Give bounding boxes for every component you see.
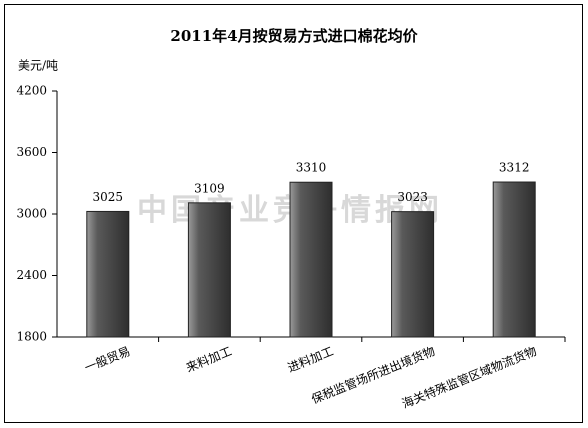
bar (391, 211, 435, 338)
value-label: 3109 (194, 181, 225, 195)
y-tick-label: 3600 (16, 145, 47, 159)
value-label: 3310 (296, 161, 327, 175)
y-axis-label: 美元/吨 (18, 59, 58, 73)
chart-title: 2011年4月按贸易方式进口棉花均价 (170, 27, 418, 45)
y-tick-label: 2400 (16, 268, 47, 282)
watermark: 中国产业竞争情报网 (137, 193, 443, 228)
bar (289, 181, 333, 338)
y-tick-label: 3000 (16, 207, 47, 221)
value-label: 3025 (93, 190, 124, 204)
value-label: 3312 (499, 161, 530, 175)
y-tick-label: 1800 (16, 330, 47, 344)
value-label: 3023 (397, 190, 428, 204)
bar (187, 202, 231, 338)
bar (492, 181, 536, 338)
bar (86, 210, 130, 338)
y-tick-label: 4200 (16, 84, 47, 98)
